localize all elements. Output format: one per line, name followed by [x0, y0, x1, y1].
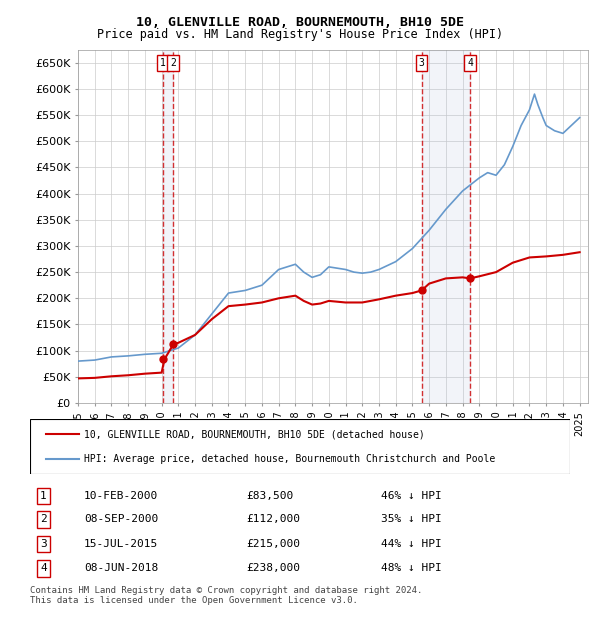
Text: 3: 3 [40, 539, 47, 549]
Text: 10, GLENVILLE ROAD, BOURNEMOUTH, BH10 5DE: 10, GLENVILLE ROAD, BOURNEMOUTH, BH10 5D… [136, 16, 464, 29]
Text: 15-JUL-2015: 15-JUL-2015 [84, 539, 158, 549]
Text: £83,500: £83,500 [246, 491, 293, 501]
FancyBboxPatch shape [30, 418, 570, 474]
Text: 10-FEB-2000: 10-FEB-2000 [84, 491, 158, 501]
Text: 35% ↓ HPI: 35% ↓ HPI [381, 515, 442, 525]
Text: 2: 2 [170, 58, 176, 68]
Text: 2: 2 [40, 515, 47, 525]
Bar [422, 50, 470, 403]
Text: £238,000: £238,000 [246, 564, 300, 574]
Text: HPI: Average price, detached house, Bournemouth Christchurch and Poole: HPI: Average price, detached house, Bour… [84, 454, 495, 464]
Text: £215,000: £215,000 [246, 539, 300, 549]
Text: £112,000: £112,000 [246, 515, 300, 525]
Text: 1: 1 [160, 58, 166, 68]
Text: 1: 1 [40, 491, 47, 501]
Bar [163, 50, 173, 403]
Text: 44% ↓ HPI: 44% ↓ HPI [381, 539, 442, 549]
Text: 4: 4 [40, 564, 47, 574]
Text: 10, GLENVILLE ROAD, BOURNEMOUTH, BH10 5DE (detached house): 10, GLENVILLE ROAD, BOURNEMOUTH, BH10 5D… [84, 429, 425, 439]
Text: Contains HM Land Registry data © Crown copyright and database right 2024.
This d: Contains HM Land Registry data © Crown c… [30, 586, 422, 605]
Text: Price paid vs. HM Land Registry's House Price Index (HPI): Price paid vs. HM Land Registry's House … [97, 28, 503, 41]
Text: 3: 3 [419, 58, 425, 68]
Text: 4: 4 [467, 58, 473, 68]
Text: 08-SEP-2000: 08-SEP-2000 [84, 515, 158, 525]
Text: 46% ↓ HPI: 46% ↓ HPI [381, 491, 442, 501]
Text: 08-JUN-2018: 08-JUN-2018 [84, 564, 158, 574]
Text: 48% ↓ HPI: 48% ↓ HPI [381, 564, 442, 574]
